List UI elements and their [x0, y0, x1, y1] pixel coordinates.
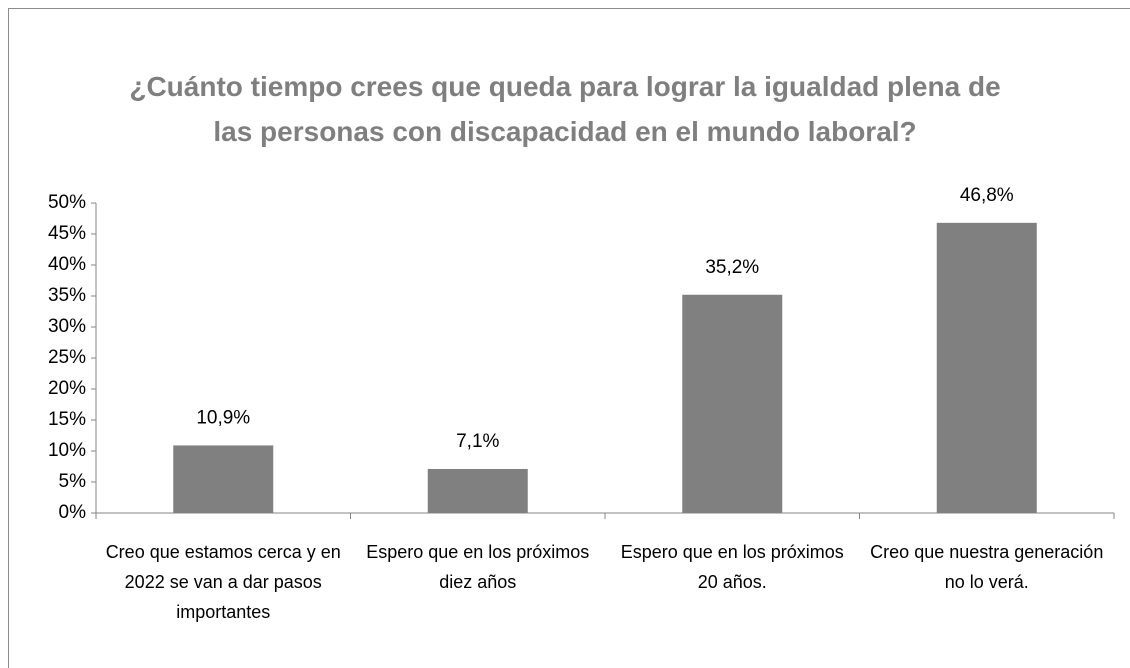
x-tick-label: Creo que nuestra generación no lo verá. — [870, 542, 1104, 592]
y-tick-label: 30% — [48, 316, 86, 337]
data-label: 7,1% — [456, 431, 499, 452]
data-label: 35,2% — [705, 257, 759, 278]
data-label: 10,9% — [196, 407, 250, 428]
y-tick-label: 50% — [48, 192, 86, 213]
y-tick-label: 15% — [48, 409, 86, 430]
data-label: 46,8% — [960, 185, 1014, 206]
x-tick-label: Creo que estamos cerca y en 2022 se van … — [105, 542, 341, 622]
bar — [936, 222, 1037, 513]
bar — [427, 468, 528, 513]
y-tick-label: 10% — [48, 440, 86, 461]
y-tick-label: 40% — [48, 254, 86, 275]
y-tick-label: 25% — [48, 347, 86, 368]
x-tick-label: Espero que en los próximos 20 años. — [620, 542, 844, 592]
y-tick-label: 0% — [59, 502, 87, 523]
bar — [173, 445, 274, 513]
bar — [682, 294, 783, 513]
y-tick-label: 35% — [48, 285, 86, 306]
y-tick-label: 45% — [48, 223, 86, 244]
chart-title: ¿Cuánto tiempo crees que queda para logr… — [129, 71, 1001, 147]
y-tick-label: 20% — [48, 378, 86, 399]
y-tick-label: 5% — [59, 471, 87, 492]
x-tick-label: Espero que en los próximos diez años — [366, 542, 590, 592]
